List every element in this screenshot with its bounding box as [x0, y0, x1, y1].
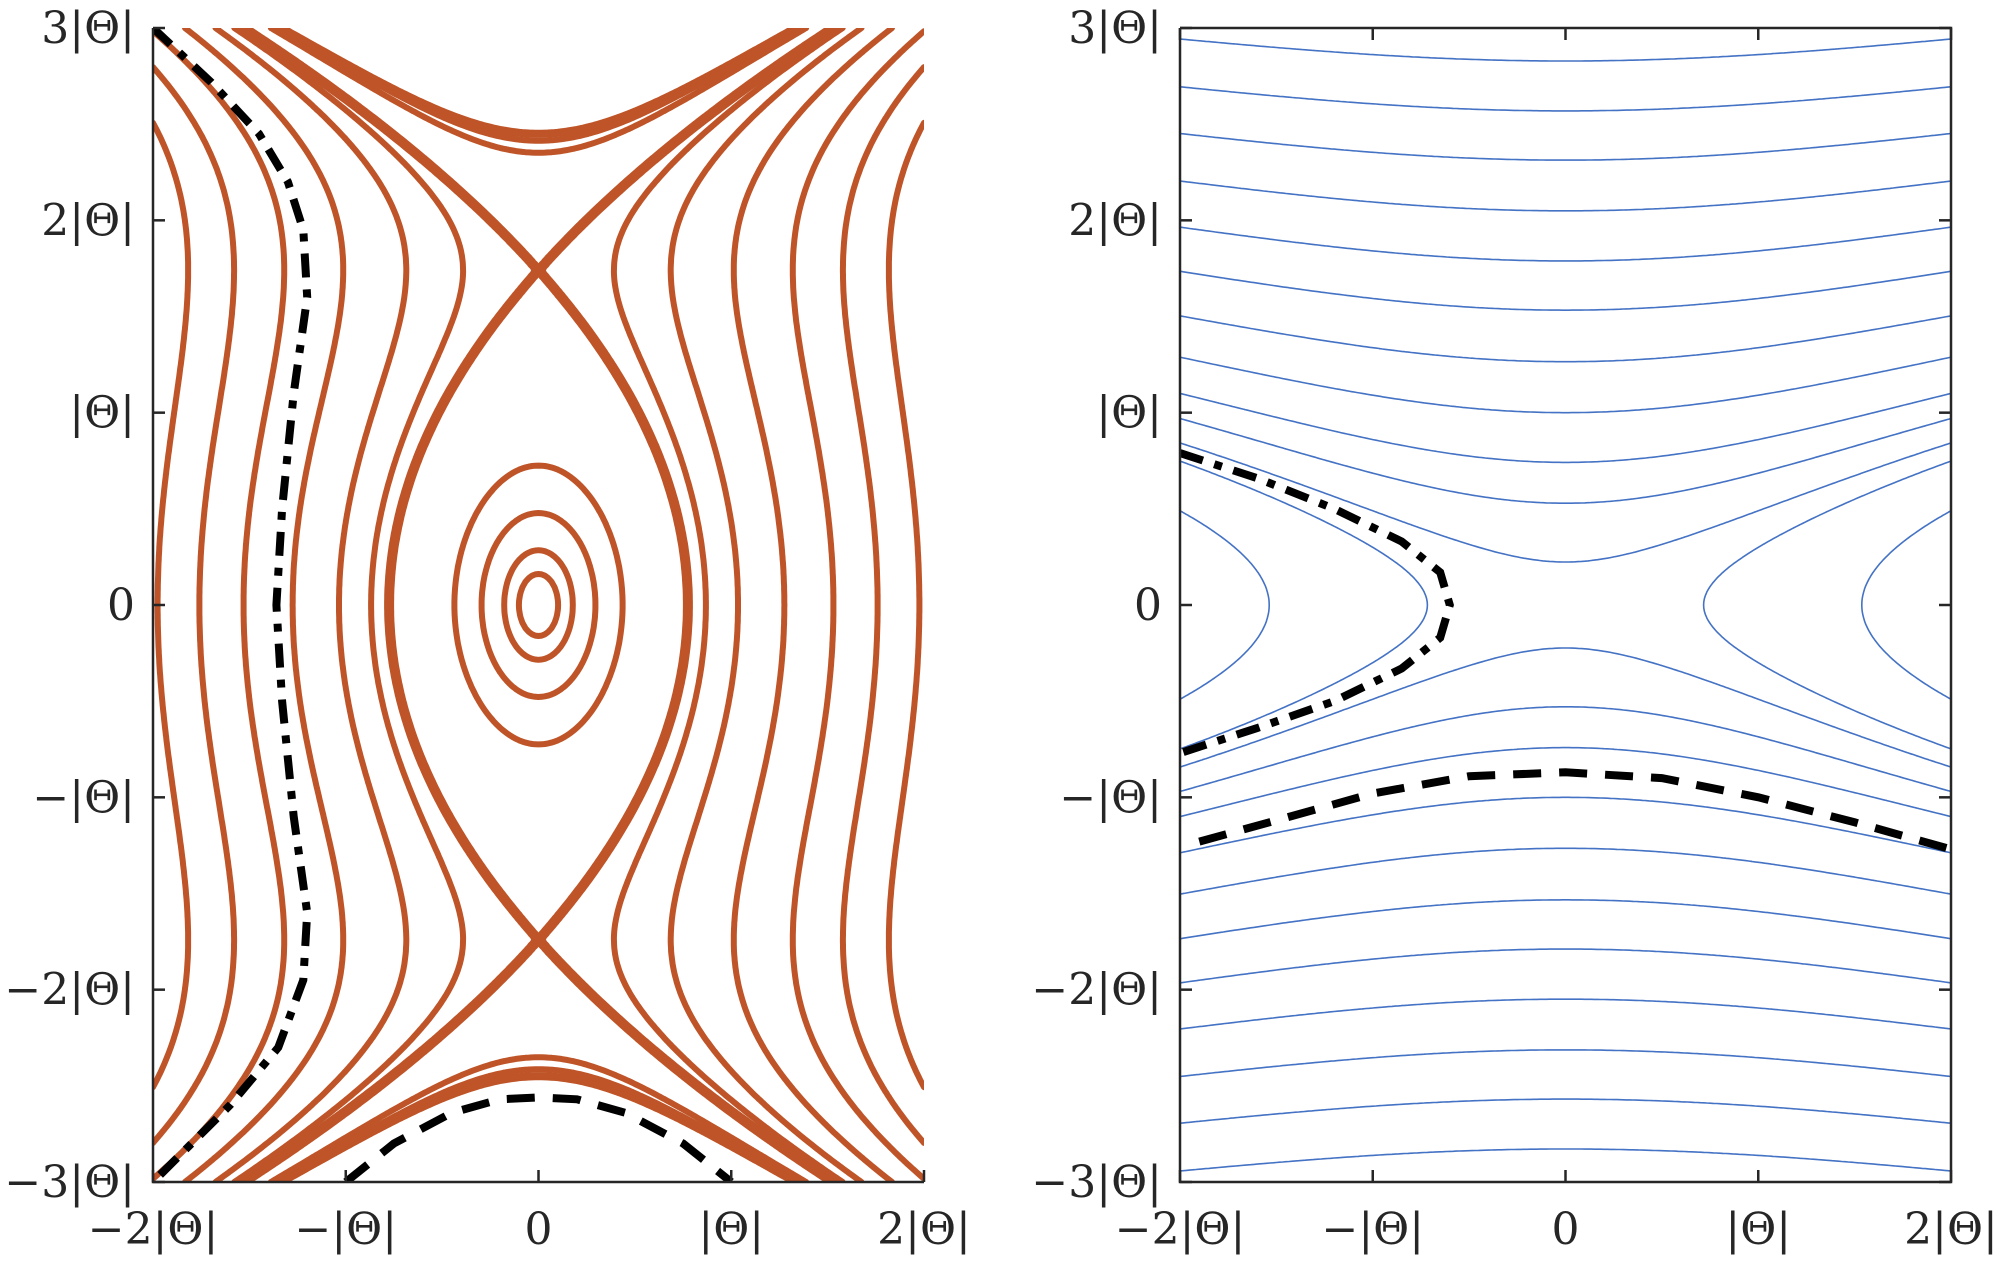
- y-tick-label: −2|Θ|: [4, 965, 135, 1016]
- y-tick-label: 0: [107, 580, 135, 631]
- y-tick-label: |Θ|: [1096, 388, 1162, 439]
- y-tick-label: −3|Θ|: [4, 1157, 135, 1208]
- y-tick-label: 2|Θ|: [1068, 195, 1162, 246]
- axis-lines: [1178, 26, 1953, 1184]
- level-set-curve: [1180, 356, 1951, 854]
- y-tick-label: −|Θ|: [32, 772, 135, 823]
- level-set-curve: [1180, 417, 1951, 793]
- x-tick-label: −|Θ|: [294, 1204, 397, 1255]
- y-tick-label: 3|Θ|: [1068, 3, 1162, 54]
- right-trajectories: [1180, 449, 1951, 854]
- dashed-trajectory: [1198, 768, 1951, 854]
- level-set-curve: [1180, 180, 1951, 1030]
- level-set-curve: [1180, 392, 1951, 818]
- y-tick-label: −|Θ|: [1059, 772, 1162, 823]
- level-set-curve: [231, 28, 846, 1182]
- x-tick-label: −|Θ|: [1321, 1204, 1424, 1255]
- y-tick-label: −2|Θ|: [1031, 965, 1162, 1016]
- level-set-curve: [153, 64, 924, 1146]
- dashed-trajectory: [343, 1093, 734, 1182]
- y-tick-label: |Θ|: [69, 388, 135, 439]
- level-set-curve: [279, 28, 798, 1182]
- left-contour-curves: [153, 28, 924, 1182]
- level-set-curve: [1180, 86, 1951, 1124]
- level-set-curve: [267, 28, 810, 1182]
- level-set-curve: [1180, 270, 1951, 940]
- x-tick-label: 2|Θ|: [1904, 1204, 1998, 1255]
- level-set-curve: [1180, 38, 1951, 1172]
- right-contour-curves: [1180, 38, 1951, 1172]
- left-phase-portrait-panel: −2|Θ| −|Θ| 0 |Θ| 2|Θ|−3|Θ|−2|Θ|−|Θ|0|Θ|2|Θ|3…: [4, 3, 970, 1255]
- level-set-curve: [280, 28, 797, 1182]
- y-tick-label: 0: [1134, 580, 1162, 631]
- x-tick-label: 0: [525, 1204, 553, 1255]
- level-set-curve: [153, 28, 924, 1182]
- y-tick-label: 2|Θ|: [41, 195, 135, 246]
- level-set-curve: [1180, 442, 1951, 768]
- right-phase-portrait-panel: −2|Θ| −|Θ| 0 |Θ| 2|Θ|−3|Θ|−2|Θ|−|Θ|0|Θ|2|Θ|3…: [1031, 3, 1997, 1255]
- x-tick-label: −2|Θ|: [1115, 1204, 1246, 1255]
- level-set-curve: [1180, 132, 1951, 1078]
- dashdot-trajectory: [153, 28, 312, 1182]
- x-tick-label: 2|Θ|: [877, 1204, 971, 1255]
- axis-lines: [151, 28, 924, 1184]
- level-set-curve: [1180, 460, 1951, 750]
- dashdot-trajectory: [1180, 449, 1454, 757]
- left-trajectories: [153, 28, 734, 1182]
- x-tick-label: −2|Θ|: [88, 1204, 219, 1255]
- y-tick-label: −3|Θ|: [1031, 1157, 1162, 1208]
- x-tick-label: |Θ|: [1725, 1204, 1791, 1255]
- x-tick-label: |Θ|: [698, 1204, 764, 1255]
- level-set-curve: [212, 28, 865, 1182]
- level-set-curve: [1180, 315, 1951, 895]
- level-set-curve: [1180, 510, 1951, 700]
- left-axes: −2|Θ| −|Θ| 0 |Θ| 2|Θ|−3|Θ|−2|Θ|−|Θ|0|Θ|2|Θ|3…: [4, 3, 970, 1255]
- right-axes: −2|Θ| −|Θ| 0 |Θ| 2|Θ|−3|Θ|−2|Θ|−|Θ|0|Θ|2|Θ|3…: [1031, 3, 1997, 1255]
- level-set-curve: [275, 28, 802, 1182]
- level-set-curve: [1180, 226, 1951, 984]
- x-tick-label: 0: [1552, 1204, 1580, 1255]
- y-tick-label: 3|Θ|: [41, 3, 135, 54]
